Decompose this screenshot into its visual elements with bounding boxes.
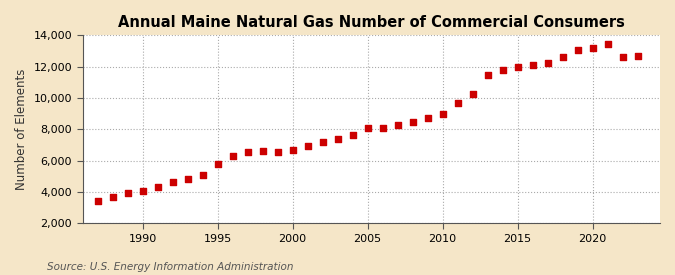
Point (527, 63, 538, 67)
Point (362, 125, 373, 130)
Point (512, 65, 523, 70)
Point (542, 60, 553, 65)
Text: Source: U.S. Energy Information Administration: Source: U.S. Energy Information Administ… (47, 262, 294, 272)
Point (212, 162, 223, 167)
Point (422, 116, 433, 120)
Point (242, 150, 253, 154)
Point (632, 54, 643, 59)
Point (572, 48, 583, 53)
Point (452, 100, 463, 105)
Point (617, 55, 628, 59)
Point (377, 125, 388, 130)
Point (182, 177, 193, 182)
Point (227, 154, 238, 158)
Point (302, 144, 313, 148)
Point (392, 123, 403, 128)
Point (482, 73, 493, 78)
Point (152, 185, 163, 189)
Point (467, 92, 478, 96)
Title: Annual Maine Natural Gas Number of Commercial Consumers: Annual Maine Natural Gas Number of Comme… (118, 15, 625, 30)
Point (92, 199, 103, 204)
Point (167, 180, 178, 185)
Point (602, 42, 613, 46)
Point (347, 133, 358, 138)
Point (137, 189, 148, 193)
Point (332, 136, 343, 141)
Point (122, 191, 133, 196)
Point (107, 195, 118, 199)
Point (272, 150, 283, 154)
Point (587, 46, 598, 50)
Point (287, 147, 298, 152)
Point (437, 112, 448, 117)
Point (257, 149, 268, 153)
Point (317, 139, 328, 144)
Point (497, 68, 508, 72)
Point (197, 173, 208, 178)
Y-axis label: Number of Elements: Number of Elements (15, 68, 28, 190)
Point (407, 120, 418, 124)
Point (557, 55, 568, 59)
